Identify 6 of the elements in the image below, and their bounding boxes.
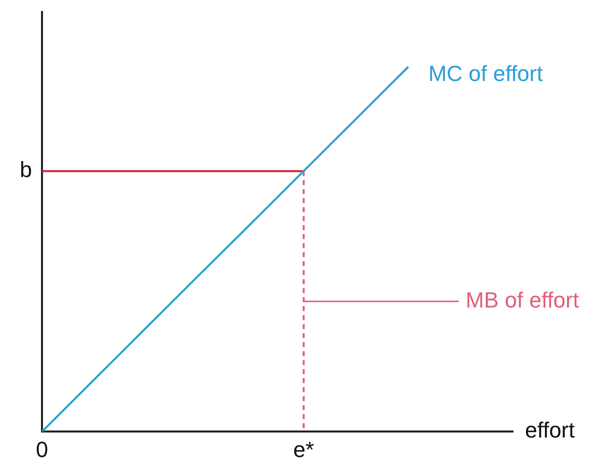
x-tick-label: 0: [36, 436, 48, 462]
series-label: MC of effort: [428, 60, 543, 86]
x-axis-title: effort: [525, 418, 575, 443]
text: MB of effort: [466, 287, 579, 312]
annotation: b: [20, 157, 32, 182]
x-tick-label: e*: [293, 436, 315, 462]
